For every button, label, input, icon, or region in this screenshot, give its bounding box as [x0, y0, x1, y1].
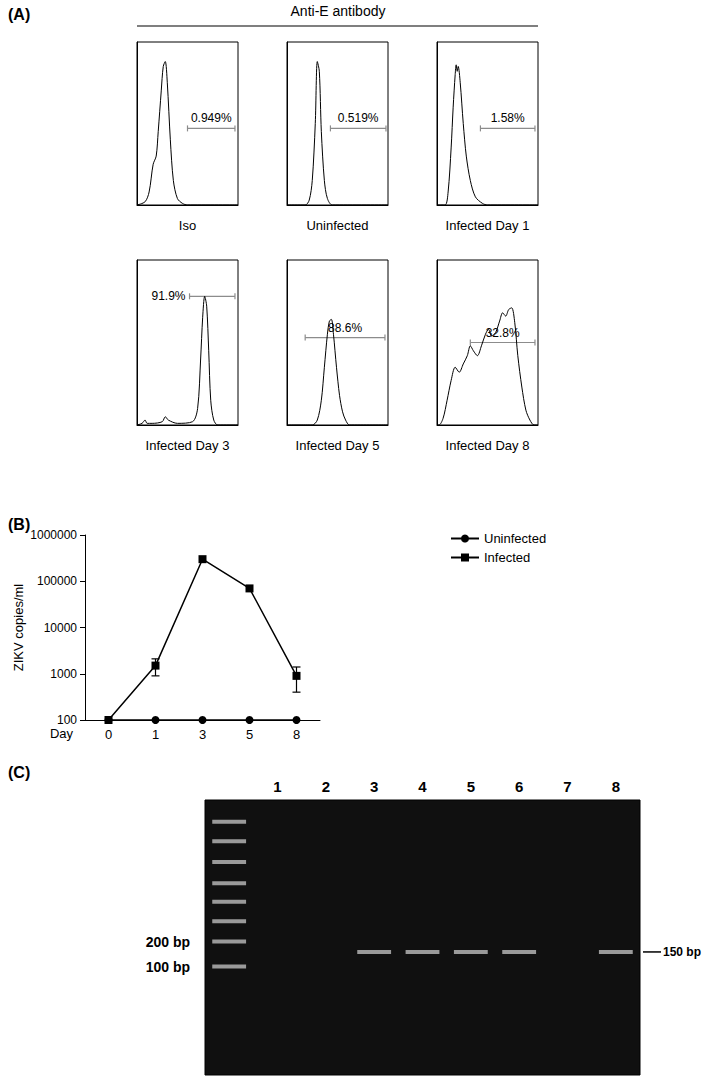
- svg-text:200 bp: 200 bp: [146, 934, 190, 950]
- svg-text:(B): (B): [8, 516, 30, 533]
- svg-text:10000: 10000: [44, 621, 78, 635]
- svg-text:Uninfected: Uninfected: [484, 531, 546, 546]
- svg-text:8: 8: [293, 727, 300, 742]
- svg-text:0: 0: [105, 727, 112, 742]
- svg-text:Iso: Iso: [179, 218, 196, 233]
- svg-text:Anti-E antibody: Anti-E antibody: [291, 3, 386, 19]
- svg-text:1000: 1000: [50, 667, 77, 681]
- svg-text:100: 100: [57, 713, 77, 727]
- svg-text:88.6%: 88.6%: [328, 320, 363, 335]
- svg-text:32.8%: 32.8%: [485, 325, 520, 340]
- svg-text:1: 1: [152, 727, 159, 742]
- svg-text:Day: Day: [50, 726, 74, 741]
- svg-text:1.58%: 1.58%: [491, 111, 525, 125]
- svg-text:Infected Day 8: Infected Day 8: [446, 438, 530, 453]
- svg-text:Infected Day 5: Infected Day 5: [296, 438, 380, 453]
- svg-text:(A): (A): [8, 6, 30, 23]
- svg-text:2: 2: [322, 778, 330, 795]
- svg-text:3: 3: [370, 778, 378, 795]
- svg-text:100000: 100000: [37, 574, 77, 588]
- svg-text:150 bp: 150 bp: [663, 945, 701, 959]
- svg-text:(C): (C): [8, 764, 30, 781]
- svg-text:4: 4: [418, 778, 427, 795]
- svg-text:3: 3: [199, 727, 206, 742]
- svg-text:Infected Day 1: Infected Day 1: [446, 218, 530, 233]
- svg-text:0.519%: 0.519%: [338, 111, 379, 125]
- svg-text:5: 5: [467, 778, 475, 795]
- svg-text:100 bp: 100 bp: [146, 959, 190, 975]
- svg-text:Infected Day 3: Infected Day 3: [146, 438, 230, 453]
- svg-text:7: 7: [563, 778, 571, 795]
- svg-text:6: 6: [515, 778, 523, 795]
- svg-text:Infected: Infected: [484, 550, 530, 565]
- svg-text:8: 8: [612, 778, 620, 795]
- svg-text:0.949%: 0.949%: [191, 111, 232, 125]
- svg-text:91.9%: 91.9%: [151, 289, 185, 303]
- svg-text:5: 5: [246, 727, 253, 742]
- svg-text:ZIKV copies/ml: ZIKV copies/ml: [11, 584, 26, 672]
- svg-text:Uninfected: Uninfected: [306, 218, 368, 233]
- svg-text:1000000: 1000000: [30, 528, 77, 542]
- svg-text:1: 1: [273, 778, 281, 795]
